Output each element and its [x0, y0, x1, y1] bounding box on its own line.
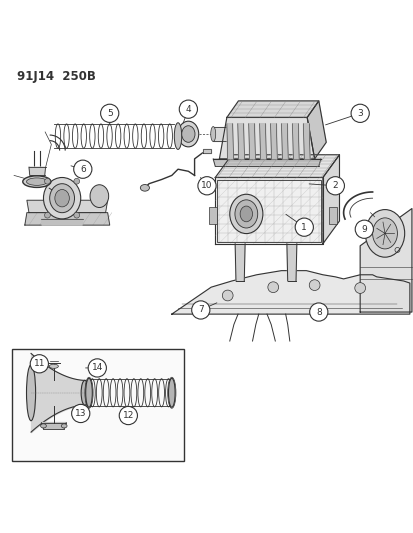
- Circle shape: [222, 290, 233, 301]
- Text: 4: 4: [185, 104, 191, 114]
- Ellipse shape: [168, 378, 175, 407]
- Polygon shape: [281, 124, 287, 159]
- Ellipse shape: [210, 126, 215, 141]
- Polygon shape: [303, 124, 309, 159]
- Circle shape: [119, 407, 137, 425]
- Text: 11: 11: [33, 359, 45, 368]
- Ellipse shape: [140, 184, 149, 191]
- Ellipse shape: [181, 126, 195, 142]
- Ellipse shape: [23, 176, 51, 188]
- Circle shape: [325, 176, 344, 195]
- Polygon shape: [292, 124, 299, 159]
- Circle shape: [45, 179, 50, 184]
- Circle shape: [179, 100, 197, 118]
- Text: 7: 7: [197, 305, 203, 314]
- Circle shape: [350, 104, 368, 123]
- Circle shape: [30, 354, 48, 373]
- Circle shape: [191, 301, 209, 319]
- Ellipse shape: [229, 194, 262, 233]
- Circle shape: [100, 104, 119, 123]
- Ellipse shape: [81, 381, 88, 405]
- Circle shape: [309, 280, 319, 290]
- Polygon shape: [248, 124, 255, 159]
- Ellipse shape: [90, 185, 108, 207]
- Text: 9: 9: [361, 225, 366, 234]
- Circle shape: [45, 212, 50, 218]
- Polygon shape: [270, 124, 277, 159]
- Polygon shape: [25, 213, 109, 225]
- Text: 8: 8: [315, 308, 321, 317]
- Polygon shape: [259, 124, 266, 159]
- Polygon shape: [215, 177, 322, 244]
- Ellipse shape: [55, 190, 69, 207]
- Polygon shape: [306, 101, 325, 159]
- Circle shape: [71, 405, 90, 423]
- Circle shape: [354, 220, 373, 238]
- Circle shape: [74, 212, 79, 218]
- Polygon shape: [237, 124, 244, 159]
- FancyBboxPatch shape: [12, 349, 184, 461]
- Ellipse shape: [85, 378, 92, 407]
- Polygon shape: [359, 208, 411, 312]
- Text: 6: 6: [80, 165, 85, 174]
- Polygon shape: [235, 244, 244, 281]
- Text: 91J14  250B: 91J14 250B: [17, 70, 95, 83]
- Polygon shape: [286, 244, 296, 281]
- Ellipse shape: [178, 121, 198, 147]
- Text: 13: 13: [75, 409, 86, 418]
- Text: 10: 10: [201, 181, 212, 190]
- Circle shape: [354, 282, 365, 293]
- Ellipse shape: [43, 177, 81, 219]
- Polygon shape: [27, 200, 107, 213]
- Polygon shape: [29, 167, 45, 175]
- FancyBboxPatch shape: [209, 207, 217, 224]
- Ellipse shape: [365, 209, 404, 257]
- Text: 3: 3: [356, 109, 362, 118]
- Circle shape: [197, 176, 216, 195]
- Polygon shape: [219, 117, 314, 159]
- Polygon shape: [202, 149, 211, 154]
- Ellipse shape: [174, 123, 181, 149]
- Ellipse shape: [26, 365, 36, 421]
- Circle shape: [309, 303, 327, 321]
- Polygon shape: [41, 219, 83, 225]
- FancyBboxPatch shape: [328, 207, 337, 224]
- Polygon shape: [171, 271, 409, 314]
- Text: 5: 5: [107, 109, 112, 118]
- Text: 14: 14: [91, 364, 103, 373]
- Polygon shape: [213, 159, 320, 166]
- Circle shape: [74, 160, 92, 179]
- Circle shape: [294, 218, 313, 236]
- Text: 1: 1: [301, 223, 306, 232]
- Ellipse shape: [234, 200, 257, 228]
- Polygon shape: [226, 101, 318, 117]
- Ellipse shape: [26, 178, 47, 185]
- Circle shape: [74, 179, 79, 184]
- Polygon shape: [215, 155, 339, 177]
- Ellipse shape: [40, 424, 46, 428]
- Polygon shape: [322, 155, 339, 244]
- Ellipse shape: [372, 218, 396, 249]
- Ellipse shape: [50, 184, 74, 213]
- Polygon shape: [213, 126, 229, 141]
- Ellipse shape: [49, 364, 58, 368]
- Text: 2: 2: [332, 181, 337, 190]
- Polygon shape: [226, 124, 233, 159]
- Circle shape: [267, 282, 278, 293]
- Ellipse shape: [240, 206, 252, 222]
- Text: 12: 12: [122, 411, 134, 420]
- Ellipse shape: [61, 424, 67, 428]
- Circle shape: [88, 359, 106, 377]
- Polygon shape: [41, 423, 66, 429]
